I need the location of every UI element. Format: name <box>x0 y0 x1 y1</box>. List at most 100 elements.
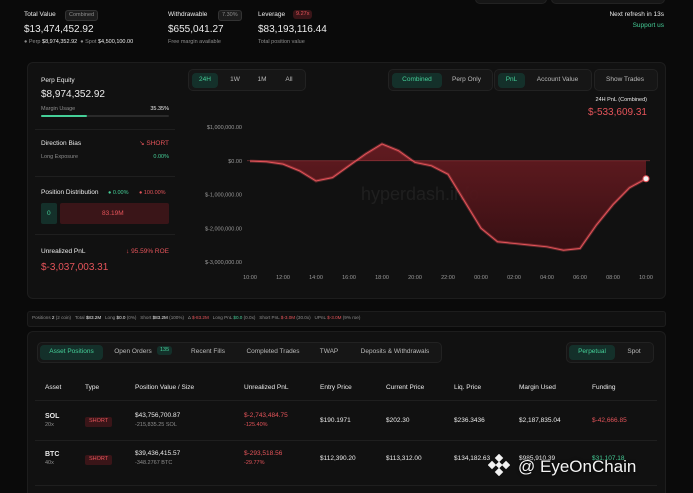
column-header: Entry Price <box>320 384 352 391</box>
label: Margin Usage <box>41 106 76 112</box>
x-tick-label: 10:00 <box>243 275 257 281</box>
summary-bar <box>27 311 666 327</box>
value: ↓ 95.59% ROE <box>126 248 169 255</box>
end-dot <box>642 175 650 183</box>
value: $-3,037,003.31 <box>41 262 109 273</box>
y-tick-label: $-2,000,000.00 <box>205 226 242 232</box>
x-tick-label: 00:00 <box>474 275 488 281</box>
long-bar <box>41 203 57 224</box>
value: 100.00% <box>143 190 166 196</box>
label: Leverage <box>258 11 286 18</box>
tab[interactable]: Asset Positions <box>40 345 103 360</box>
margin-fill <box>41 115 87 117</box>
funding: $31,107.18 <box>592 455 625 462</box>
note: (30.0x) <box>296 315 311 320</box>
column-header: Margin Used <box>519 384 556 391</box>
column-header: Current Price <box>386 384 425 391</box>
range-tab[interactable]: 24H <box>192 73 218 88</box>
value: $0.0 <box>116 315 126 320</box>
value: $0.0 <box>233 315 243 320</box>
tab[interactable]: Open Orders <box>114 348 152 355</box>
type-badge: SHORT <box>85 417 113 427</box>
x-tick-label: 02:00 <box>507 275 521 281</box>
asset: SOL <box>45 413 60 420</box>
column-header: Liq. Price <box>454 384 482 391</box>
column-header: Unrealized PnL <box>244 384 289 391</box>
value: $-3.0M <box>327 315 342 320</box>
tab[interactable]: Deposits & Withdrawals <box>360 348 430 355</box>
column-header: Type <box>85 384 100 391</box>
x-tick-label: 04:00 <box>540 275 554 281</box>
x-tick-label: 12:00 <box>276 275 290 281</box>
separator <box>35 485 657 486</box>
note: (9% roe) <box>342 315 361 320</box>
scope-tab[interactable]: Combined <box>392 73 442 88</box>
label: Long Exposure <box>41 154 78 160</box>
leverage: 20x <box>45 422 54 428</box>
chart-title: 24H PnL (Combined) <box>595 97 647 103</box>
current-price: $202.30 <box>386 417 410 424</box>
value: $83,193,116.44 <box>258 24 327 35</box>
value: 2 <box>51 315 55 320</box>
market-tab[interactable]: Perpetual <box>569 345 615 360</box>
column-header: Position Value / Size <box>135 384 195 391</box>
entry-price: $190.1971 <box>320 417 351 424</box>
separator <box>35 440 657 441</box>
label: Δ <box>187 315 191 320</box>
label: Long PnL <box>212 315 233 320</box>
value: ● 100.00% <box>139 190 166 196</box>
scope-tab[interactable]: Perp Only <box>452 76 481 83</box>
x-tick-label: 06:00 <box>573 275 587 281</box>
unrealized-pnl: $-2,743,484.75 <box>244 412 288 419</box>
separator <box>35 129 175 130</box>
range-tab[interactable]: 1M <box>257 76 267 83</box>
market-tab[interactable]: Spot <box>627 348 641 355</box>
refresh: Next refresh in 13s <box>609 11 664 18</box>
note: (100%) <box>169 315 184 320</box>
separator <box>35 234 175 235</box>
x-tick-label: 10:00 <box>639 275 653 281</box>
tab[interactable]: TWAP <box>319 348 339 355</box>
value: $4,500,100.00 <box>97 39 134 45</box>
label: Positions <box>32 315 51 320</box>
range-tab[interactable]: 1W <box>230 76 240 83</box>
x-tick-label: 22:00 <box>441 275 455 281</box>
metric-tab[interactable]: PnL <box>498 73 525 88</box>
funding: $-42,666.85 <box>592 417 627 424</box>
label: Perp <box>28 39 41 45</box>
badge: 135 <box>157 346 173 355</box>
range-tab[interactable]: All <box>285 76 293 83</box>
column-header: Asset <box>45 384 62 391</box>
chart-current: $-533,609.31 <box>588 107 647 118</box>
label: Direction Bias <box>41 140 82 147</box>
pnl-pct: -29.77% <box>244 460 265 466</box>
x-tick-label: 18:00 <box>375 275 389 281</box>
liq-price: $236.3436 <box>454 417 485 424</box>
metric-tab[interactable]: Account Value <box>536 76 579 83</box>
label: Short PnL <box>259 315 280 320</box>
pnl-line <box>249 143 647 251</box>
note: (0.0x) <box>243 315 256 320</box>
label: UPnL <box>314 315 326 320</box>
value: $83.2M <box>152 315 168 320</box>
badge: 9.27x <box>293 10 313 19</box>
watermark-icon <box>487 453 511 477</box>
support-link[interactable]: Support us <box>632 22 664 29</box>
note: (2 coin) <box>55 315 72 320</box>
value: $83.2M <box>85 315 102 320</box>
tab[interactable]: Recent Fills <box>191 348 225 355</box>
margin-track <box>41 115 169 117</box>
badge: 7.30% <box>218 10 242 21</box>
value: 95.59% ROE <box>131 248 169 255</box>
x-tick-label: 14:00 <box>309 275 323 281</box>
margin-used: $2,187,835.04 <box>519 417 561 424</box>
y-tick-label: $-3,000,000.00 <box>205 260 242 266</box>
badge: Combined <box>65 10 99 21</box>
x-tick-label: 20:00 <box>408 275 422 281</box>
position-value: $43,756,700.87 <box>135 412 181 419</box>
current-price: $113,312.00 <box>386 455 422 462</box>
trades-button[interactable]: Show Trades <box>606 76 644 83</box>
tab[interactable]: Completed Trades <box>246 348 300 355</box>
separator <box>35 176 175 177</box>
pnl-pct: -125.40% <box>244 422 268 428</box>
